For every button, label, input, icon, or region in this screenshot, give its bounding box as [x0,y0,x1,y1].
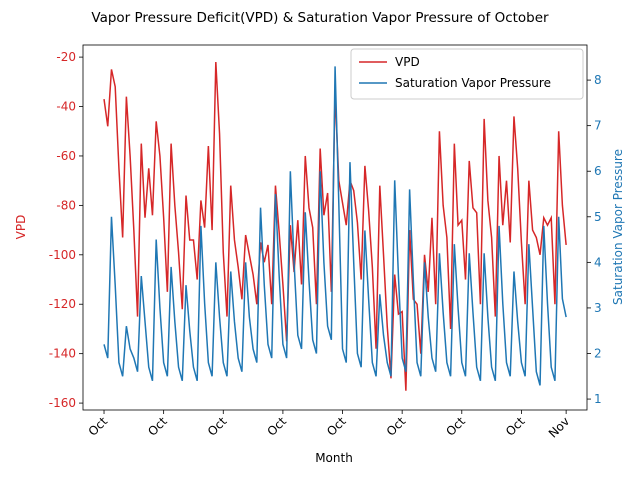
y-tick-label: -60 [56,149,76,163]
y-tick-label: -160 [49,396,76,410]
chart-title: Vapor Pressure Deficit(VPD) & Saturation… [91,10,549,26]
x-tick-label: Nov [546,414,572,440]
legend-label: Saturation Vapor Pressure [395,76,551,90]
y-tick-label: -120 [49,297,76,311]
y-tick-label: -100 [49,248,76,262]
y2-tick-label: 5 [594,210,602,224]
x-tick-label: Oct [86,414,111,439]
y-tick-label: -20 [56,50,76,64]
y2-tick-label: 7 [594,119,602,133]
plot-frame [82,44,588,411]
legend-label: VPD [395,55,420,69]
series-line [103,66,567,386]
x-tick-label: Oct [264,414,289,439]
x-tick-label: Oct [443,414,468,439]
y-axis-label: VPD [14,215,28,240]
y2-tick-label: 4 [594,255,602,269]
legend: VPD Saturation Vapor Pressure [350,48,584,100]
x-tick-label: Oct [145,414,170,439]
y2-tick-label: 8 [594,73,602,87]
y2-tick-label: 3 [594,301,602,315]
y2-tick-label: 6 [594,164,602,178]
x-tick-label: Oct [503,414,528,439]
y2-axis-label: Saturation Vapor Pressure [611,149,625,305]
legend-box [350,48,584,100]
y-tick-label: -140 [49,347,76,361]
x-tick-label: Oct [324,414,349,439]
x-tick-label: Oct [205,414,230,439]
y2-tick-label: 2 [594,346,602,360]
x-axis-label: Month [315,451,353,465]
y-tick-label: -40 [56,100,76,114]
y-tick-label: -80 [56,198,76,212]
plot-area [103,62,567,391]
y2-tick-label: 1 [594,392,602,406]
x-tick-label: Oct [384,414,409,439]
